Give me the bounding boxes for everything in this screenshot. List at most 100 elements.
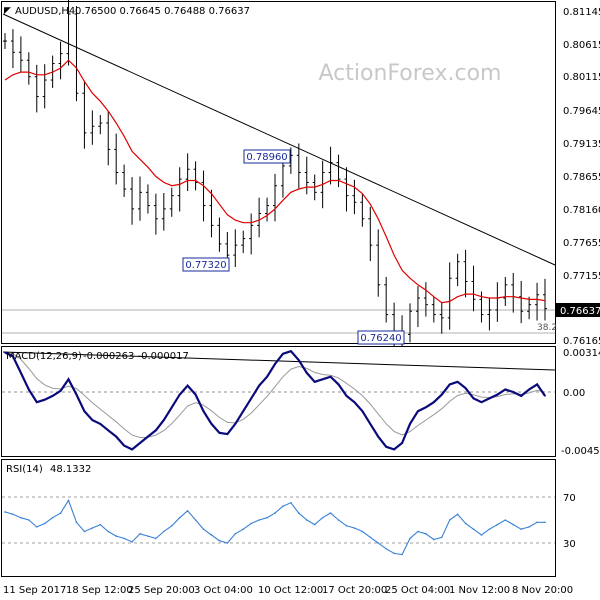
macd-point (242, 410, 245, 412)
macd-point (488, 397, 491, 400)
rsi-point (361, 530, 364, 533)
x-tick: 3 Oct 04:00 (194, 585, 253, 596)
price-tick: 0.80615 (563, 40, 600, 51)
macd-point (170, 406, 173, 409)
macd-point (480, 401, 483, 404)
rsi-point (194, 519, 197, 521)
rsi-point (369, 536, 372, 539)
label-0-76240: 0.76240 (357, 330, 405, 345)
macd-point (163, 419, 165, 421)
macd-title: MACD(12,26,9) (6, 351, 82, 362)
svg-text:0.77320: 0.77320 (185, 260, 226, 271)
rsi-point (385, 547, 387, 550)
rsi-point (337, 519, 340, 521)
rsi-point (504, 519, 507, 521)
macd-point (504, 388, 507, 391)
macd-point (298, 359, 300, 361)
macd-point (393, 448, 395, 451)
macd-point (536, 383, 538, 386)
macd-point (401, 442, 403, 444)
macd-point (496, 393, 499, 396)
macd-point (226, 433, 229, 435)
macd-tick: 0.00 (563, 388, 585, 399)
rsi-point (186, 510, 189, 512)
rsi-point (123, 537, 125, 540)
rsi-point (210, 534, 213, 536)
svg-text:0.78960: 0.78960 (246, 152, 287, 163)
macd-point (131, 448, 133, 451)
macd-point (528, 388, 530, 391)
macd-point (512, 391, 515, 393)
rsi-point (67, 499, 70, 502)
rsi-point (290, 501, 292, 504)
rsi-point (234, 533, 237, 535)
macd-point (353, 401, 356, 404)
macd-point (210, 423, 213, 425)
svg-text:0.76637: 0.76637 (560, 306, 600, 317)
price-tick: 0.79645 (563, 106, 600, 117)
rsi-point (178, 516, 181, 519)
rsi-point (377, 542, 380, 544)
price-panel (1, 1, 556, 344)
macd-point (83, 410, 86, 412)
x-tick: 25 Sep 20:00 (128, 585, 195, 596)
x-tick: 10 Oct 12:00 (258, 585, 323, 596)
rsi-point (43, 522, 46, 525)
price-tick: 0.77155 (563, 271, 600, 282)
macd-point (139, 442, 141, 444)
macd-point (20, 372, 22, 374)
rsi-point (242, 528, 245, 530)
rsi-point (170, 524, 173, 527)
rsi-point (155, 537, 157, 540)
rsi-point (83, 530, 86, 533)
rsi-point (28, 519, 30, 521)
rsi-point (266, 516, 268, 519)
macd-point (202, 410, 205, 412)
macd-point (258, 384, 260, 387)
macd-point (218, 432, 221, 434)
rsi-point (12, 513, 14, 516)
rsi-point (520, 528, 522, 530)
rsi-point (456, 513, 459, 516)
rsi-tick: 30 (563, 539, 576, 550)
rsi-point (305, 519, 308, 521)
label-0-78960: 0.78960 (243, 149, 291, 164)
macd-trendline (2, 351, 556, 371)
rsi-point (163, 530, 165, 533)
rsi-point (440, 536, 443, 539)
macd-point (147, 435, 149, 438)
watermark: ActionForex.com (319, 61, 502, 86)
macd-point (250, 397, 252, 400)
rsi-point (107, 530, 110, 533)
macd-point (51, 395, 54, 397)
rsi-point (218, 539, 221, 542)
macd-point (361, 410, 364, 412)
rsi-point (147, 535, 149, 537)
rsi-tick: 70 (563, 493, 576, 504)
rsi-point (226, 542, 229, 544)
rsi-point (496, 523, 499, 526)
macd-point (417, 410, 419, 412)
rsi-point (202, 528, 205, 530)
rsi-point (353, 527, 356, 529)
fib-label: 38.2 (537, 323, 557, 333)
macd-point (448, 383, 451, 386)
rsi-point (131, 541, 133, 543)
macd-point (337, 383, 340, 386)
rsi-point (329, 512, 332, 514)
rsi-point (99, 523, 102, 526)
macd-point (115, 435, 117, 438)
macd-point (155, 429, 157, 432)
macd-point (43, 398, 46, 401)
rsi-point (321, 516, 324, 519)
rsi-point (448, 519, 451, 521)
rsi-point (512, 523, 515, 526)
rsi-title: RSI(14) (6, 464, 43, 475)
macd-point (282, 352, 284, 355)
macd-point (12, 355, 14, 358)
macd-point (91, 419, 94, 421)
price-tick: 0.80115 (563, 72, 600, 83)
rsi-points-group (4, 499, 546, 556)
rsi-point (4, 511, 6, 513)
